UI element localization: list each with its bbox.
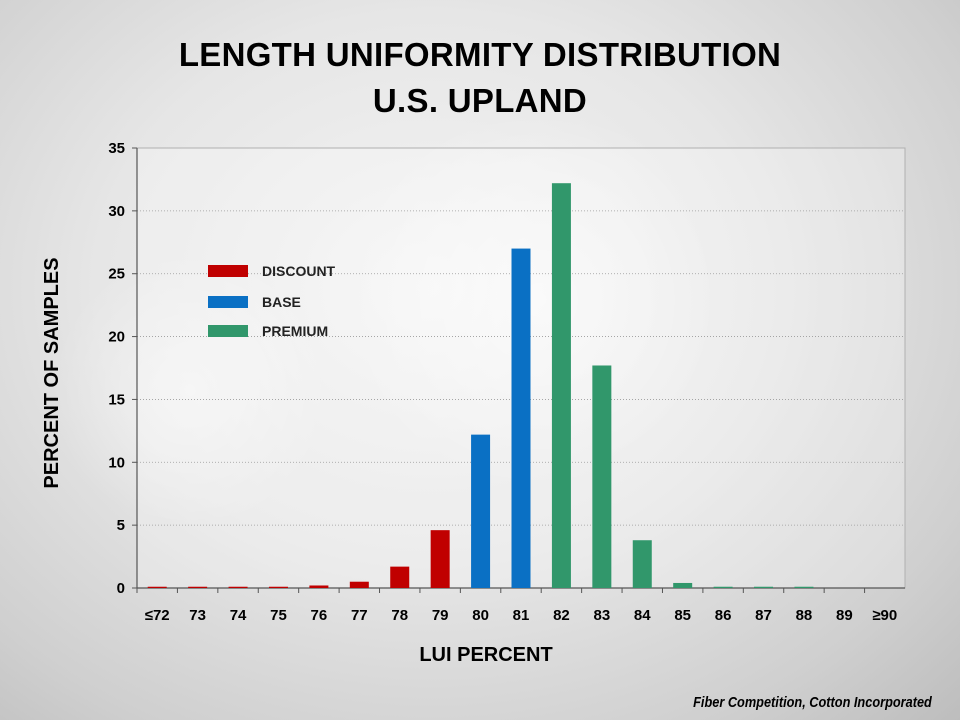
x-tick-label: 75 [270, 607, 287, 624]
x-tick-label: 81 [513, 607, 530, 624]
bar-83 [592, 365, 612, 588]
legend-swatch-base [208, 296, 248, 308]
y-axis-label: PERCENT OF SAMPLES [41, 257, 63, 489]
x-tick-label: 80 [472, 607, 489, 624]
y-tick-label: 15 [108, 391, 125, 408]
legend-label-discount: DISCOUNT [262, 263, 336, 279]
x-tick-label: 78 [391, 607, 408, 624]
bar-77 [349, 581, 369, 588]
bar-73 [188, 586, 208, 588]
y-tick-label: 35 [108, 140, 125, 157]
legend-label-premium: PREMIUM [262, 323, 329, 339]
y-tick-label: 10 [108, 454, 125, 471]
x-tick-label: 83 [593, 607, 610, 624]
x-tick-label: ≥90 [872, 607, 897, 624]
bar-86 [713, 586, 733, 588]
x-tick-label: ≤72 [145, 607, 170, 624]
bar-82 [551, 183, 571, 588]
source-credit: Fiber Competition, Cotton Incorporated [693, 694, 932, 711]
bar-85 [673, 582, 693, 588]
legend-swatch-discount [208, 265, 248, 277]
x-tick-label: 84 [634, 607, 651, 624]
chart-title: LENGTH UNIFORMITY DISTRIBUTION [178, 36, 782, 73]
x-tick-label: 86 [715, 607, 732, 624]
legend-swatch-premium [208, 325, 248, 337]
bar-79 [430, 530, 450, 588]
y-tick-label: 20 [108, 329, 125, 346]
x-tick-label: 88 [796, 607, 813, 624]
x-tick-label: 77 [351, 607, 368, 624]
x-tick-label: 85 [674, 607, 691, 624]
x-tick-label: 89 [836, 607, 853, 624]
bar-75 [268, 586, 288, 588]
x-tick-label: 82 [553, 607, 570, 624]
bar-74 [228, 586, 248, 588]
chart-subtitle: U.S. UPLAND [372, 82, 588, 119]
bar-84 [632, 540, 652, 588]
y-tick-label: 0 [117, 580, 125, 597]
x-tick-label: 76 [311, 607, 328, 624]
bar-78 [390, 566, 410, 588]
x-tick-label: 87 [755, 607, 772, 624]
bar-87 [754, 586, 774, 588]
x-tick-label: 73 [189, 607, 206, 624]
y-tick-label: 5 [117, 517, 125, 534]
y-tick-label: 30 [108, 203, 125, 220]
x-tick-label: 74 [230, 607, 247, 624]
bar-80 [471, 434, 491, 588]
bar-88 [794, 586, 814, 588]
y-tick-label: 25 [108, 266, 125, 283]
bar-76 [309, 585, 329, 588]
bar-81 [511, 248, 531, 589]
bar-≤72 [147, 586, 167, 588]
x-tick-label: 79 [432, 607, 449, 624]
x-axis-label: LUI PERCENT [419, 644, 553, 666]
legend-label-base: BASE [262, 294, 301, 310]
